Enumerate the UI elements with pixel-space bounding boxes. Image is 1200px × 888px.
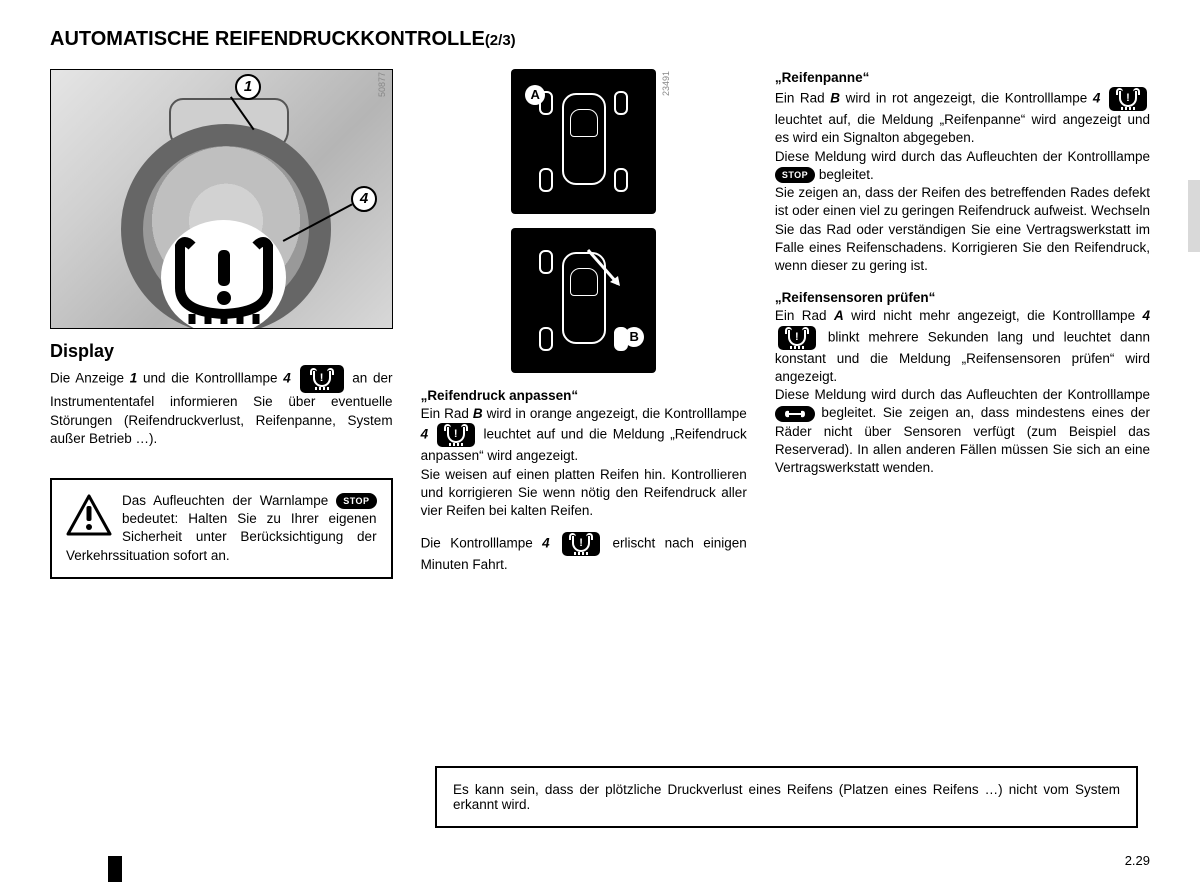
callout-4: 4 xyxy=(351,186,377,212)
column-1: 50877 1 4 xyxy=(50,69,393,579)
column-2: 23491 A B „Reifendruck xyxy=(421,69,747,579)
tpms-warning-icon-large xyxy=(161,220,286,329)
tpms-icon: ! xyxy=(778,326,816,350)
car-outline xyxy=(562,93,606,185)
title-main: AUTOMATISCHE REIFENDRUCKKONTROLLE xyxy=(50,28,485,50)
tpms-icon: ! xyxy=(300,365,344,393)
stop-badge: STOP xyxy=(336,493,376,509)
stop-badge: STOP xyxy=(775,167,815,183)
side-tab xyxy=(1188,180,1200,252)
tpms-icon: ! xyxy=(562,532,600,556)
photo-id-center: 23491 xyxy=(660,71,672,96)
warning-box-wide: Es kann sein, dass der plötzliche Druckv… xyxy=(435,766,1138,828)
col2-p1: Ein Rad B wird in orange angezeigt, die … xyxy=(421,405,747,465)
col3-p4: Ein Rad A wird nicht mehr angezeigt, die… xyxy=(775,307,1150,386)
col1-paragraph: Die Anzeige 1 und die Kontrolllampe 4 ! … xyxy=(50,365,393,448)
col3-p3: Sie zeigen an, dass der Reifen des betre… xyxy=(775,184,1150,275)
crop-mark xyxy=(108,856,122,882)
arrow-icon xyxy=(586,248,630,292)
warning-triangle-icon xyxy=(66,494,112,536)
columns: 50877 1 4 xyxy=(50,69,1150,579)
col2-p2: Sie weisen auf einen platten Reifen hin.… xyxy=(421,466,747,521)
diagram-A: 23491 A xyxy=(511,69,656,214)
photo-id-left: 50877 xyxy=(376,72,388,97)
title-sub: (2/3) xyxy=(485,32,516,49)
page-number: 2.29 xyxy=(1125,853,1150,868)
page-title: AUTOMATISCHE REIFENDRUCKKONTROLLE(2/3) xyxy=(50,28,1150,51)
dashboard-photo: 50877 1 4 xyxy=(50,69,393,329)
col3-heading-1: „Reifenpanne“ xyxy=(775,69,1150,87)
warning-box-stop: Das Aufleuchten der Warnlampe STOP bedeu… xyxy=(50,478,393,579)
diagram-label-B: B xyxy=(624,327,644,347)
col2-heading-1: „Reifendruck anpassen“ xyxy=(421,387,747,405)
tpms-icon: ! xyxy=(437,423,475,447)
callout-1: 1 xyxy=(235,74,261,100)
col3-p1: Ein Rad B wird in rot angezeigt, die Kon… xyxy=(775,87,1150,147)
col3-p2: Diese Meldung wird durch das Aufleuchten… xyxy=(775,148,1150,184)
diagram-B: B xyxy=(511,228,656,373)
column-3: „Reifenpanne“ Ein Rad B wird in rot ange… xyxy=(775,69,1150,579)
col2-p3: Die Kontrolllampe 4 ! erlischt nach eini… xyxy=(421,532,747,574)
tpms-icon: ! xyxy=(1109,87,1147,111)
wrench-badge xyxy=(775,406,815,422)
col3-heading-2: „Reifensensoren prüfen“ xyxy=(775,289,1150,307)
col3-p5: Diese Meldung wird durch das Aufleuchten… xyxy=(775,386,1150,477)
display-heading: Display xyxy=(50,339,393,363)
